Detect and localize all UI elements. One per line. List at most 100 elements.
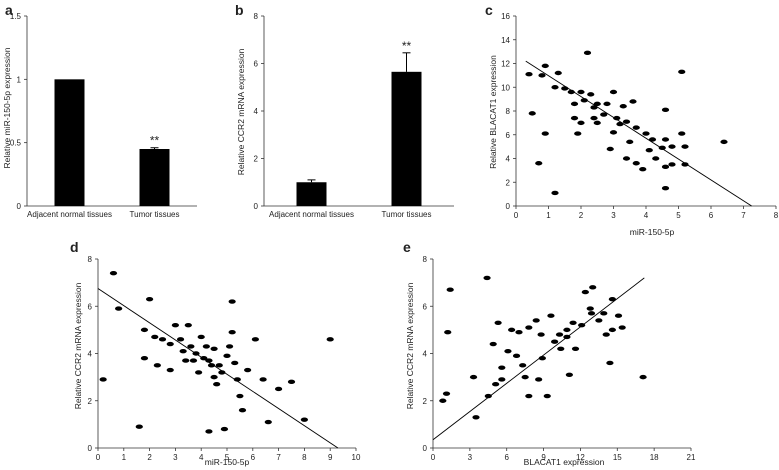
data-point-c-33	[535, 161, 543, 166]
y-tick-label-e: 8	[423, 255, 428, 264]
data-point-c-49	[661, 185, 670, 191]
data-point-c-40	[606, 146, 614, 152]
y-tick-label-d: 4	[88, 350, 93, 359]
data-point-e-19	[525, 393, 533, 399]
data-point-c-14	[609, 89, 618, 95]
x-axis-label-c: miR-150-5p	[630, 227, 675, 237]
data-point-c-6	[567, 89, 575, 95]
y-tick-label-c: 4	[506, 155, 511, 164]
data-point-d-9	[158, 337, 167, 342]
y-axis-label-b: Relative CCR2 mRNA expression	[236, 48, 246, 175]
category-label-a-0: Adjacent normal tissues	[27, 210, 112, 219]
x-tick-label-e: 18	[650, 453, 659, 462]
data-point-c-23	[648, 137, 657, 142]
y-tick-label-c: 6	[506, 131, 511, 140]
data-point-d-10	[166, 341, 174, 347]
data-point-e-16	[519, 363, 527, 368]
data-point-d-15	[187, 344, 195, 349]
y-tick-label-d: 2	[88, 397, 93, 406]
data-point-e-42	[614, 313, 623, 318]
y-axis-label-a: Relative miR-150-5p expression	[2, 47, 12, 168]
data-point-e-48	[586, 306, 594, 311]
data-point-c-21	[632, 125, 640, 130]
y-tick-label-c: 8	[506, 107, 511, 116]
data-point-d-19	[202, 344, 210, 349]
panel-c: c Relative BLACAT1 expression miR-150-5p…	[485, 2, 779, 237]
category-label-b-0: Adjacent normal tissues	[269, 210, 354, 219]
data-point-e-6	[483, 275, 491, 281]
data-point-c-18	[600, 112, 608, 117]
data-point-e-5	[469, 374, 478, 380]
x-tick-label-e: 15	[613, 453, 622, 462]
data-point-e-9	[492, 382, 500, 387]
data-point-e-8	[489, 341, 497, 347]
x-tick-label-c: 5	[676, 211, 681, 220]
data-point-c-26	[668, 144, 676, 149]
data-point-e-41	[608, 296, 616, 302]
data-point-c-32	[528, 111, 536, 116]
y-tick-label-a: 1	[17, 75, 22, 84]
data-point-d-47	[210, 346, 218, 351]
data-point-e-0	[439, 398, 447, 403]
y-tick-label-b: 8	[254, 12, 259, 21]
data-point-e-22	[537, 332, 545, 337]
data-point-d-26	[223, 353, 231, 359]
x-tick-label-d: 5	[225, 453, 230, 462]
y-tick-label-e: 6	[423, 302, 428, 311]
data-point-c-35	[551, 190, 559, 196]
data-point-d-20	[205, 358, 213, 363]
data-point-d-0	[99, 377, 107, 382]
data-point-d-38	[287, 379, 296, 385]
data-point-e-17	[521, 374, 529, 380]
data-point-c-10	[580, 98, 588, 103]
data-point-d-7	[151, 334, 159, 340]
x-tick-label-c: 2	[579, 211, 584, 220]
data-point-c-11	[570, 101, 579, 107]
data-point-c-38	[574, 131, 582, 136]
data-point-c-24	[661, 137, 670, 142]
data-point-e-3	[446, 287, 454, 292]
y-tick-label-a: 0.5	[10, 139, 22, 148]
data-point-e-31	[569, 320, 577, 325]
panel-label-a: a	[5, 2, 13, 18]
data-point-d-12	[176, 337, 185, 342]
bar-a-1	[139, 149, 170, 206]
data-point-d-44	[166, 367, 174, 373]
data-point-e-20	[532, 318, 540, 323]
data-point-e-44	[639, 374, 647, 380]
data-point-c-25	[658, 145, 666, 151]
data-point-e-38	[600, 311, 608, 316]
x-tick-label-d: 8	[302, 453, 307, 462]
y-tick-label-a: 1.5	[10, 12, 22, 21]
data-point-e-15	[515, 330, 523, 335]
data-point-d-2	[115, 306, 123, 311]
data-point-c-37	[577, 120, 585, 126]
data-point-c-17	[590, 105, 598, 110]
y-tick-label-d: 6	[88, 302, 93, 311]
data-point-c-19	[613, 115, 621, 121]
data-point-e-25	[551, 339, 559, 344]
data-point-d-13	[179, 348, 187, 354]
data-point-c-46	[645, 147, 653, 153]
panel-d: d Relative CCR2 mRNA expression miR-150-…	[70, 239, 361, 467]
data-point-e-34	[581, 289, 589, 295]
y-axis-label-e: Relative CCR2 mRNA expression	[405, 282, 415, 409]
data-point-e-7	[484, 393, 492, 399]
x-tick-label-d: 9	[328, 453, 333, 462]
data-point-c-44	[632, 161, 640, 166]
x-tick-label-d: 3	[173, 453, 178, 462]
data-point-e-47	[512, 353, 521, 359]
y-tick-label-d: 0	[88, 444, 93, 453]
y-tick-label-b: 0	[254, 202, 259, 211]
data-point-d-45	[182, 358, 190, 363]
panel-a: a Relative miR-150-5p expression 0 0.5 1 1.…	[2, 2, 197, 219]
x-tick-label-c: 0	[514, 211, 519, 220]
data-point-c-1	[538, 73, 546, 78]
x-tick-label-d: 6	[251, 453, 256, 462]
data-point-c-4	[551, 85, 559, 90]
x-tick-label-d: 1	[122, 453, 127, 462]
x-axis-label-d: miR-150-5p	[205, 457, 250, 467]
x-tick-label-e: 0	[431, 453, 436, 462]
data-point-e-13	[504, 348, 512, 354]
data-point-d-41	[205, 429, 213, 434]
